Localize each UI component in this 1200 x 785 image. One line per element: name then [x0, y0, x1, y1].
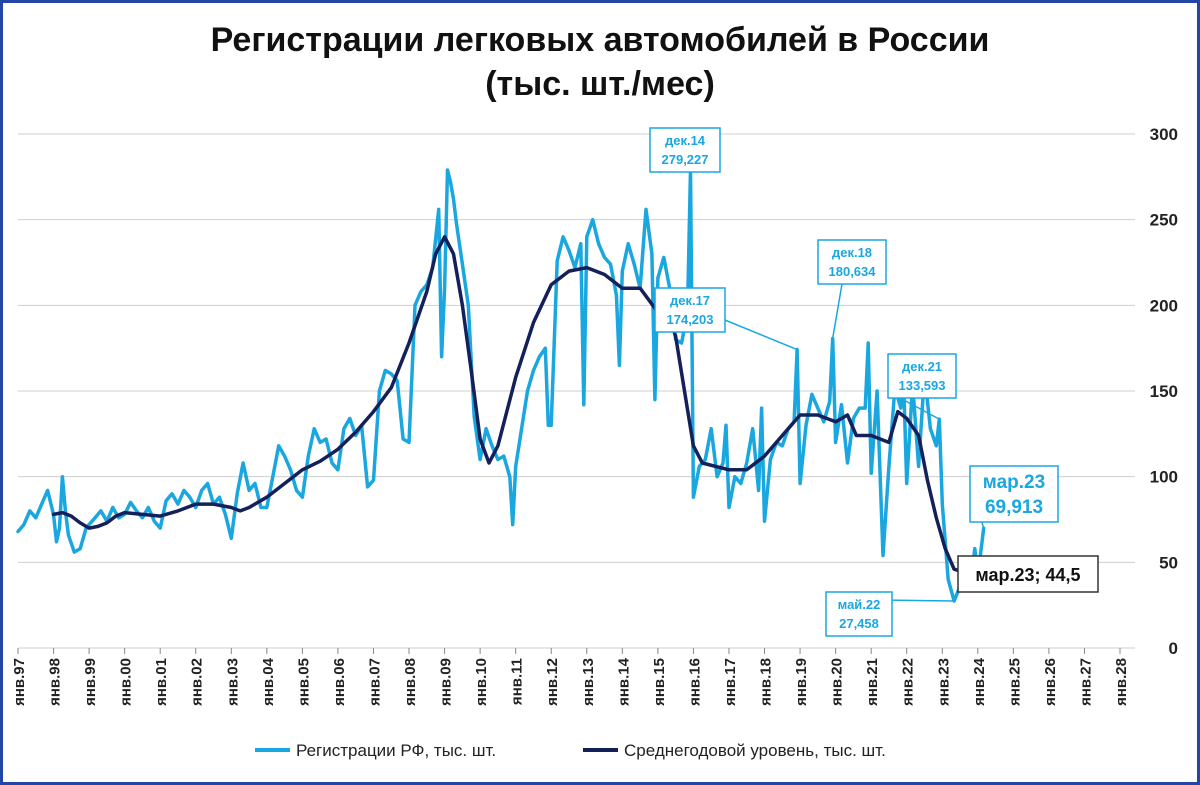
x-tick-label: янв.04	[260, 657, 277, 706]
annotation-value: 133,593	[899, 378, 946, 393]
x-tick-label: янв.98	[47, 658, 64, 706]
y-tick-label: 50	[1159, 553, 1178, 572]
x-tick-label: янв.21	[864, 658, 881, 706]
x-tick-label: янв.03	[224, 658, 241, 706]
annotation-box	[825, 591, 893, 637]
x-tick-label: янв.20	[829, 658, 846, 706]
annotation-box	[957, 555, 1099, 593]
x-tick-label: янв.24	[971, 657, 988, 706]
x-tick-label: янв.99	[82, 658, 99, 706]
x-tick-label: янв.12	[544, 658, 561, 706]
y-tick-label: 0	[1169, 639, 1178, 658]
annotation-leader	[719, 317, 798, 351]
legend-label-registrations: Регистрации РФ, тыс. шт.	[296, 741, 496, 760]
x-tick-label: янв.15	[651, 658, 668, 706]
annotation-box	[887, 353, 957, 399]
annotation-value: 69,913	[985, 497, 1043, 518]
x-tick-label: янв.08	[402, 658, 419, 706]
chart-title-line2: (тыс. шт./мес)	[485, 65, 715, 103]
series-line-annual-average	[51, 235, 965, 574]
legend-label-annual-average: Среднегодовой уровень, тыс. шт.	[624, 741, 886, 760]
annotation-date: дек.21	[902, 359, 942, 374]
annotation-date: мар.23	[983, 472, 1045, 493]
x-tick-label: янв.17	[722, 658, 739, 706]
x-tick-label: янв.25	[1006, 658, 1023, 706]
x-tick-label: янв.23	[935, 658, 952, 706]
x-tick-label: янв.97	[11, 658, 28, 706]
y-tick-label: 150	[1150, 382, 1178, 401]
annotation-value: 180,634	[829, 264, 877, 279]
chart-title-line1: Регистрации легковых автомобилей в Росси…	[210, 21, 990, 59]
annotation-text: мар.23; 44,5	[975, 565, 1080, 585]
x-tick-label: янв.28	[1113, 658, 1130, 706]
y-tick-label: 100	[1150, 468, 1178, 487]
chart-title: Регистрации легковых автомобилей в Росси…	[0, 18, 1200, 106]
annotation-value: 27,458	[839, 616, 879, 631]
x-tick-label: янв.19	[793, 658, 810, 706]
x-tick-label: янв.26	[1042, 658, 1059, 706]
x-tick-label: янв.01	[153, 658, 170, 706]
annotation-date: дек.18	[832, 245, 872, 260]
x-tick-label: янв.05	[295, 658, 312, 706]
x-tick-label: янв.10	[473, 658, 490, 706]
x-tick-label: янв.06	[331, 658, 348, 706]
x-tick-label: янв.18	[758, 658, 775, 706]
x-tick-label: янв.16	[686, 658, 703, 706]
x-tick-label: янв.09	[438, 658, 455, 706]
annotation-value: 279,227	[662, 152, 709, 167]
x-tick-label: янв.22	[900, 658, 917, 706]
x-tick-label: янв.11	[509, 658, 526, 705]
annotation-value: 174,203	[667, 312, 714, 327]
annotation-date: дек.14	[665, 133, 706, 148]
y-tick-label: 200	[1150, 296, 1178, 315]
annotation-box	[817, 239, 887, 285]
x-tick-label: янв.27	[1077, 658, 1094, 706]
annotation-date: дек.17	[670, 293, 710, 308]
annotation-leader	[831, 283, 843, 339]
x-tick-label: янв.13	[580, 658, 597, 706]
x-tick-label: янв.02	[189, 658, 206, 706]
annotation-leader	[899, 397, 940, 420]
annotation-box	[649, 127, 721, 173]
x-tick-label: янв.14	[615, 657, 632, 706]
annotation-box	[654, 287, 726, 333]
y-tick-label: 250	[1150, 211, 1178, 230]
annotation-box	[969, 465, 1059, 523]
x-tick-label: янв.00	[118, 658, 135, 706]
series-line-registrations	[16, 167, 986, 603]
x-tick-label: янв.07	[366, 658, 383, 706]
y-tick-label: 300	[1150, 125, 1178, 144]
annotation-date: май.22	[838, 597, 881, 612]
